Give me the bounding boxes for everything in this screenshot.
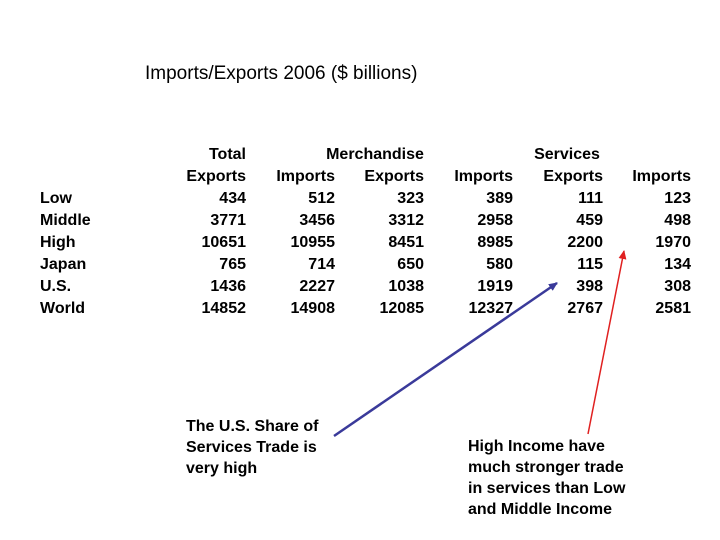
table-cell: 1436 (210, 278, 246, 295)
header-total: Total (208, 146, 246, 163)
table-cell: 308 (664, 278, 691, 295)
us-share-note: The U.S. Share of Services Trade is very… (186, 418, 319, 477)
column-header: Exports (364, 168, 424, 185)
table-cell: 14852 (201, 300, 247, 317)
table-cell: 1970 (655, 234, 691, 251)
table-cell: 3771 (210, 212, 246, 229)
table-cell: 2200 (567, 234, 603, 251)
table-cell: 8451 (388, 234, 424, 251)
column-header: Exports (186, 168, 246, 185)
table-cell: 398 (576, 278, 603, 295)
table-cell: 323 (397, 190, 424, 207)
table-cell: 111 (578, 190, 603, 207)
table-cell: 12327 (468, 300, 514, 317)
column-header: Imports (454, 168, 513, 185)
table-cell: 765 (219, 256, 246, 273)
table-cell: 134 (664, 256, 691, 273)
header-merchandise: Merchandise (326, 146, 424, 163)
table-cell: 459 (576, 212, 603, 229)
table-cell: 650 (397, 256, 424, 273)
row-label: Japan (40, 256, 87, 273)
table-cell: 2227 (299, 278, 335, 295)
header-services: Services (534, 146, 600, 163)
table-cell: 123 (664, 190, 691, 207)
row-label: World (40, 300, 86, 317)
table-cell: 2958 (477, 212, 513, 229)
table-cell: 2581 (655, 300, 691, 317)
table-cell: 8985 (477, 234, 513, 251)
table-cell: 1038 (388, 278, 424, 295)
red-arrow (587, 250, 627, 435)
table-cell: 512 (308, 190, 335, 207)
table-cell: 434 (219, 190, 246, 207)
column-header: Exports (543, 168, 603, 185)
column-header: Imports (276, 168, 335, 185)
column-header: Imports (632, 168, 691, 185)
table-cell: 12085 (379, 300, 425, 317)
blue-arrow (333, 281, 558, 438)
row-label: Low (40, 190, 72, 207)
high-income-note: High Income have much stronger trade in … (468, 438, 626, 518)
table-cell: 1919 (477, 278, 513, 295)
table-cell: 498 (664, 212, 691, 229)
table-cell: 115 (577, 256, 603, 273)
table-cell: 714 (308, 256, 335, 273)
page-title: Imports/Exports 2006 ($ billions) (145, 63, 418, 84)
table-cell: 3312 (388, 212, 424, 229)
row-label: High (40, 234, 76, 251)
row-label: Middle (40, 212, 91, 229)
table-cell: 14908 (290, 300, 336, 317)
table-cell: 10955 (290, 234, 336, 251)
row-label: U.S. (40, 278, 72, 295)
table-cell: 10651 (201, 234, 247, 251)
table-cell: 2767 (567, 300, 603, 317)
table-cell: 389 (486, 190, 513, 207)
table-cell: 580 (486, 256, 513, 273)
table-cell: 3456 (299, 212, 335, 229)
